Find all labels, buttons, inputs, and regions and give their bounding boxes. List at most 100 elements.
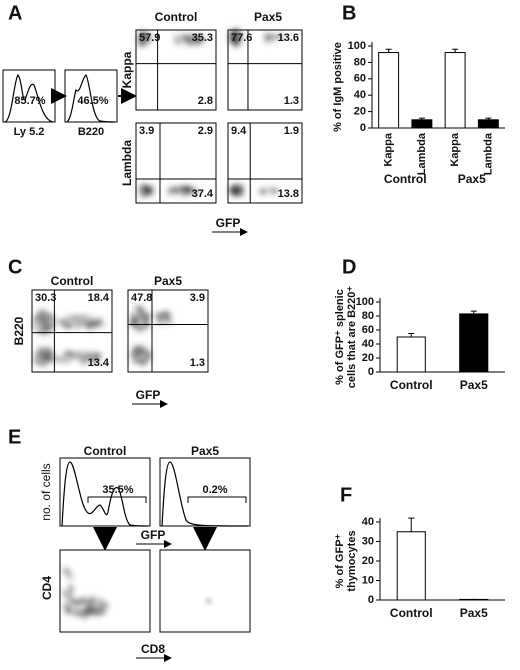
panel-letter: D <box>342 256 356 278</box>
quadrant-value: 13.4 <box>88 357 110 369</box>
histogram-curve <box>61 461 149 527</box>
event-dot <box>94 606 98 610</box>
event-dot <box>81 360 85 365</box>
event-dot <box>274 34 279 39</box>
event-dot <box>186 185 190 190</box>
dot-cloud <box>32 309 105 367</box>
quadrant-value: 47.8 <box>131 292 152 304</box>
event-dot <box>94 325 98 329</box>
event-dot <box>137 37 141 41</box>
event-dot <box>139 186 143 190</box>
event-dot <box>190 33 194 37</box>
event-dot <box>99 607 104 611</box>
event-dot <box>142 184 147 188</box>
event-dot <box>143 187 147 191</box>
y-tick-label: 0 <box>368 594 374 606</box>
panel-letter: A <box>8 2 22 24</box>
event-dot <box>77 600 81 604</box>
event-dot <box>144 361 148 365</box>
event-dot <box>272 38 276 42</box>
event-dot <box>46 312 51 316</box>
plot-frame <box>159 549 251 633</box>
dot-cloud <box>61 567 108 619</box>
event-dot <box>67 572 71 576</box>
y-tick-label: 40 <box>354 89 366 101</box>
event-dot <box>58 358 62 362</box>
axis-label: GFP <box>136 388 161 402</box>
event-dot <box>132 318 136 323</box>
event-dot <box>160 320 164 325</box>
event-dot <box>87 325 92 329</box>
bar <box>396 336 426 373</box>
event-dot <box>40 317 44 322</box>
event-dot <box>278 34 283 38</box>
event-dot <box>139 35 143 39</box>
event-dot <box>34 354 38 359</box>
event-dot <box>132 315 136 319</box>
y-tick-label: 40 <box>362 516 374 528</box>
event-dot <box>136 317 140 321</box>
event-dot <box>103 603 107 607</box>
y-tick-label: 20 <box>362 352 374 364</box>
event-dot <box>183 185 187 189</box>
y-tick-label: 0 <box>368 366 374 378</box>
event-dot <box>187 34 191 39</box>
event-dot <box>261 190 265 195</box>
event-dot <box>38 348 42 352</box>
event-dot <box>34 317 38 321</box>
event-dot <box>146 36 150 40</box>
event-dot <box>195 40 199 45</box>
histogram-curve <box>66 74 116 123</box>
error-bar <box>485 117 492 120</box>
event-dot <box>148 185 152 189</box>
event-dot <box>180 187 184 191</box>
event-dot <box>165 321 169 325</box>
event-dot <box>49 359 53 363</box>
event-dot <box>83 316 87 320</box>
event-dot <box>150 190 154 194</box>
event-dot <box>146 191 151 196</box>
gate-value: 35.5% <box>102 484 133 496</box>
bar <box>411 119 433 129</box>
bar <box>444 52 466 129</box>
error-bar <box>385 48 392 53</box>
event-dot <box>133 347 138 351</box>
row-label: Kappa <box>120 51 134 88</box>
event-dot <box>41 349 45 354</box>
event-dot <box>156 315 160 319</box>
event-dot <box>79 316 83 320</box>
figure-content: A B C D E F 85.7% Ly 5.2 46.5% B220 Control Pax5 Kap… <box>2 2 505 662</box>
event-dot <box>133 360 137 365</box>
event-dot <box>237 29 241 34</box>
event-dot <box>91 599 95 603</box>
event-dot <box>81 351 85 355</box>
y-tick-label: 100 <box>356 296 374 308</box>
event-dot <box>168 319 172 323</box>
event-dot <box>175 41 179 45</box>
gate-bracket <box>87 496 147 503</box>
event-dot <box>45 317 50 322</box>
x-tick-label: Kappa <box>383 132 395 167</box>
quadrant-value: 77.6 <box>231 32 252 44</box>
dot-cloud <box>228 28 284 48</box>
event-dot <box>64 317 68 321</box>
dot-cloud <box>206 599 212 604</box>
y-axis-label: cells that are B220⁺ <box>346 286 358 389</box>
event-dot <box>32 323 36 328</box>
event-dot <box>61 589 65 593</box>
event-dot <box>80 598 85 603</box>
gate-value: 46.5% <box>77 95 108 107</box>
x-tick-label: Lambda <box>416 132 428 175</box>
event-dot <box>69 576 73 580</box>
event-dot <box>57 319 61 323</box>
event-dot <box>44 327 48 331</box>
event-dot <box>133 357 137 362</box>
panel-letter: B <box>342 2 356 24</box>
event-dot <box>87 354 91 359</box>
histogram-curve <box>161 461 249 527</box>
axes <box>371 42 505 129</box>
y-axis-label: % of IgM positive <box>332 42 344 132</box>
plot-frame <box>2 69 56 123</box>
bar <box>459 313 489 373</box>
y-axis-label: % of GFP⁺ splenic <box>334 289 346 385</box>
